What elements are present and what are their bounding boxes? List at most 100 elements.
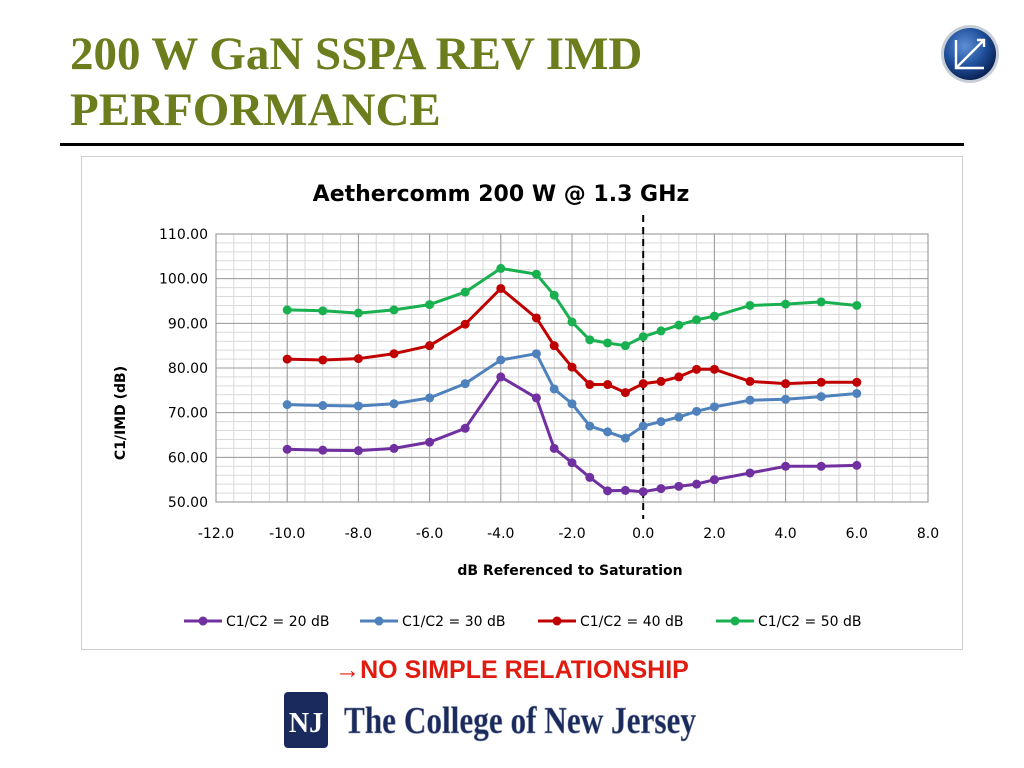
legend-item: C1/C2 = 50 dB (716, 614, 861, 630)
data-point (745, 376, 755, 386)
data-point (745, 300, 755, 310)
x-tick-label: 6.0 (846, 526, 868, 542)
plot-area-border (215, 233, 929, 503)
x-tick-label: 0.0 (632, 526, 654, 542)
data-point (603, 486, 613, 496)
series-3 (282, 283, 862, 398)
slide-title-line-1: 200 W GaN SSPA REV IMD (70, 28, 643, 80)
slide-title: 200 W GaN SSPA REV IMD PERFORMANCE (70, 26, 890, 138)
data-point (656, 417, 666, 427)
data-point (460, 423, 470, 433)
data-point (282, 305, 292, 315)
college-logo: NJ The College of New Jersey (284, 692, 696, 748)
data-point (425, 300, 435, 310)
legend-label: C1/C2 = 40 dB (580, 614, 683, 630)
y-tick-label: 80.00 (168, 361, 208, 377)
legend-item: C1/C2 = 30 dB (360, 614, 505, 630)
data-point (549, 341, 559, 351)
data-point (674, 412, 684, 422)
series-line (287, 266, 857, 348)
x-tick-label: 8.0 (917, 526, 939, 542)
x-tick-label: 4.0 (774, 526, 796, 542)
chart-series (282, 263, 862, 497)
caption: →NO SIMPLE RELATIONSHIP (0, 656, 1024, 685)
data-point (318, 445, 328, 455)
legend-swatch-marker (552, 616, 562, 626)
data-point (603, 427, 613, 437)
data-point (496, 355, 506, 365)
data-point (692, 406, 702, 416)
data-point (745, 395, 755, 405)
data-point (460, 319, 470, 329)
college-name: The College of New Jersey (344, 700, 696, 742)
data-point (282, 444, 292, 454)
x-tick-label: -4.0 (487, 526, 514, 542)
data-point (425, 437, 435, 447)
data-point (709, 475, 719, 485)
legend-swatch-marker (198, 616, 208, 626)
x-tick-label: -10.0 (269, 526, 305, 542)
data-point (389, 443, 399, 453)
data-point (567, 362, 577, 372)
x-tick-label: -2.0 (558, 526, 585, 542)
data-point (692, 479, 702, 489)
college-seal-icon (284, 692, 328, 748)
legend-label: C1/C2 = 50 dB (758, 614, 861, 630)
data-point (585, 380, 595, 390)
data-point (638, 379, 648, 389)
data-point (638, 421, 648, 431)
data-point (353, 354, 363, 364)
series-line (287, 375, 857, 494)
data-point (496, 263, 506, 273)
data-point (531, 269, 541, 279)
series-line (287, 352, 857, 440)
data-point (389, 349, 399, 359)
data-point (282, 354, 292, 364)
legend-item: C1/C2 = 40 dB (538, 614, 683, 630)
data-point (460, 379, 470, 389)
data-point (638, 487, 648, 497)
y-tick-label: 90.00 (168, 316, 208, 332)
data-point (567, 399, 577, 409)
data-point (709, 311, 719, 321)
data-point (816, 392, 826, 402)
data-point (460, 287, 470, 297)
data-point (318, 355, 328, 365)
data-point (603, 380, 613, 390)
data-point (638, 332, 648, 342)
x-tick-label: -12.0 (198, 526, 234, 542)
series-4 (282, 263, 862, 351)
data-point (781, 461, 791, 471)
logo-badge-icon (941, 25, 999, 83)
data-point (531, 349, 541, 359)
data-point (353, 401, 363, 411)
data-point (745, 468, 755, 478)
legend-item: C1/C2 = 20 dB (184, 614, 329, 630)
data-point (816, 297, 826, 307)
x-tick-label: -6.0 (416, 526, 443, 542)
legend-swatch-marker (730, 616, 740, 626)
data-point (531, 393, 541, 403)
data-point (496, 283, 506, 293)
data-point (852, 377, 862, 387)
data-point (603, 338, 613, 348)
data-point (353, 308, 363, 318)
data-point (620, 433, 630, 443)
data-point (692, 315, 702, 325)
slide-title-line-2: PERFORMANCE (70, 84, 441, 136)
data-point (425, 341, 435, 351)
data-point (656, 484, 666, 494)
data-point (389, 305, 399, 315)
x-axis-label: dB Referenced to Saturation (457, 563, 682, 579)
data-point (549, 384, 559, 394)
data-point (852, 388, 862, 398)
series-line (287, 287, 857, 395)
y-axis-tick-labels: 50.00 60.00 70.00 80.00 90.00 100.00 110.00 (159, 227, 208, 511)
data-point (709, 402, 719, 412)
y-tick-label: 110.00 (159, 227, 208, 243)
legend-label: C1/C2 = 30 dB (402, 614, 505, 630)
data-point (674, 320, 684, 330)
data-point (656, 326, 666, 336)
data-point (620, 341, 630, 351)
chart-legend: C1/C2 = 20 dB C1/C2 = 30 dB C1/C2 = 40 dB C… (184, 614, 861, 630)
